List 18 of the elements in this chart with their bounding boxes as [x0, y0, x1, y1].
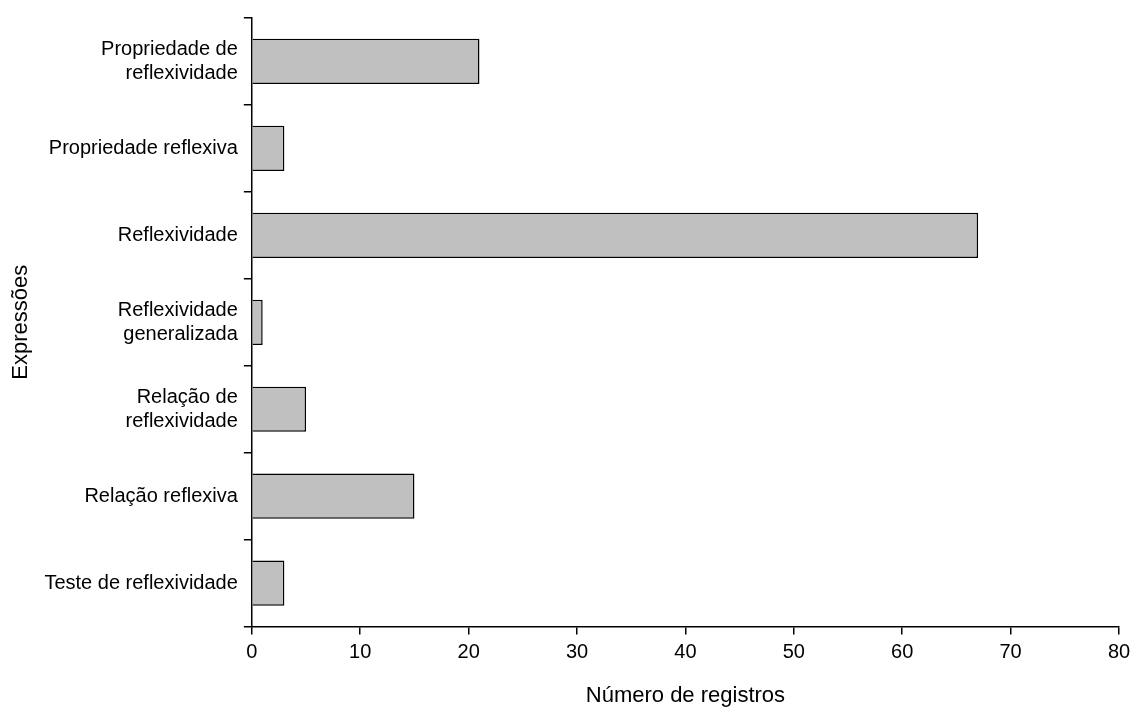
y-axis-title: Expressões	[7, 264, 33, 380]
x-tick-label: 50	[782, 640, 805, 663]
x-tick-label: 60	[891, 640, 914, 663]
x-tick-label: 70	[999, 640, 1022, 663]
y-tick-label: Teste de reflexividade	[44, 570, 238, 593]
y-tick-label: Relação reflexiva	[84, 483, 239, 506]
y-tick-label: Reflexividade generalizada	[117, 297, 239, 344]
x-axis-title: Número de registros	[585, 681, 786, 707]
y-tick-label: Propriedade de reflexividade	[101, 36, 238, 83]
y-tick-label: Relação de reflexividade	[125, 384, 238, 431]
x-tick-label: 10	[349, 640, 372, 663]
x-tick-label: 20	[457, 640, 480, 663]
x-tick-label: 30	[565, 640, 589, 663]
x-tick-label: 0	[246, 640, 258, 663]
y-tick-label: Propriedade reflexiva	[48, 135, 239, 158]
x-tick-label: 40	[674, 640, 697, 663]
y-tick-label: Reflexividade	[117, 222, 238, 245]
x-tick-label: 80	[1107, 640, 1131, 663]
